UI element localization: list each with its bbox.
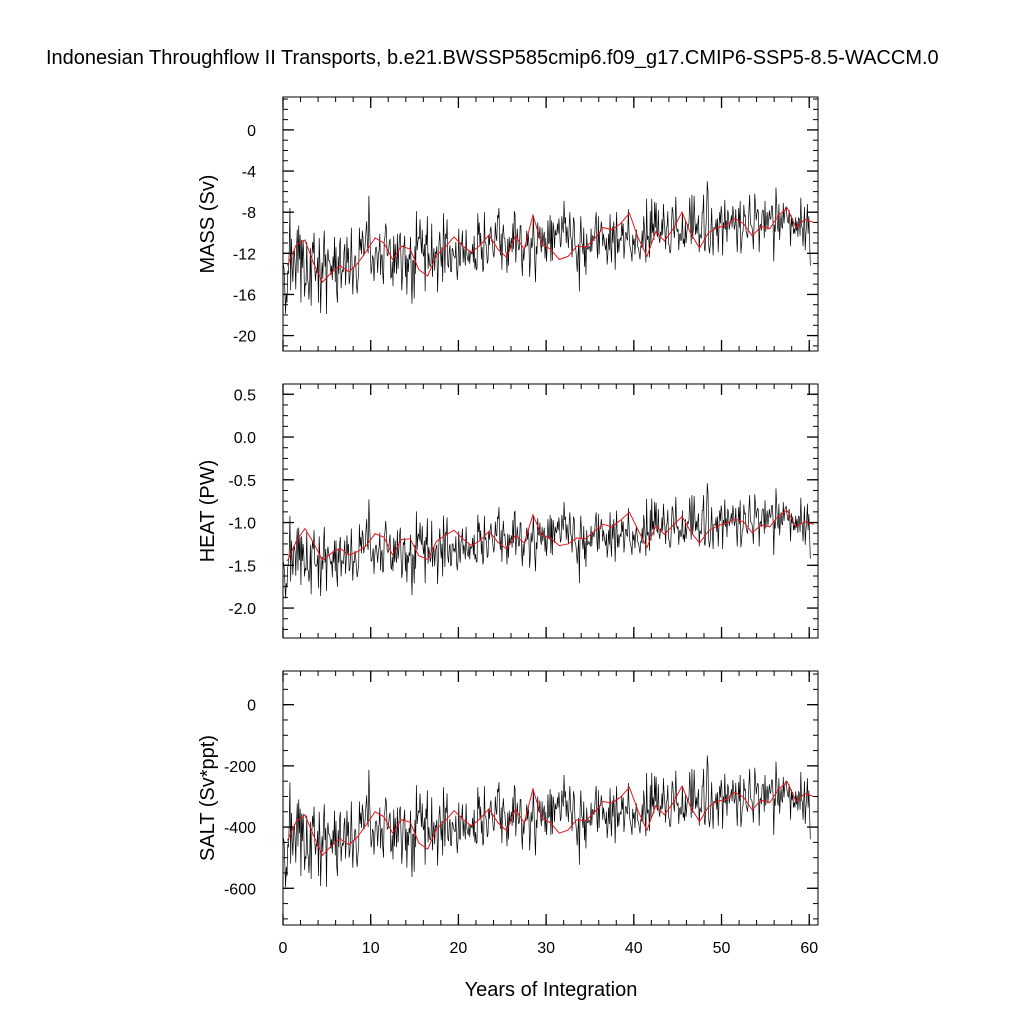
mass-y-tick-label: -12 xyxy=(233,246,256,263)
salt-monthly-series-line xyxy=(283,755,811,888)
x-tick-label: 60 xyxy=(800,940,818,957)
salt-y-tick-label: -400 xyxy=(224,820,256,837)
heat-y-tick-label: 0.5 xyxy=(234,387,256,404)
heat-y-axis-title: HEAT (PW) xyxy=(197,460,219,563)
heat-annual-series-line xyxy=(286,509,814,562)
mass-y-tick-label: -16 xyxy=(233,287,256,304)
heat-y-tick-label: 0.0 xyxy=(234,430,256,447)
x-tick-label: 20 xyxy=(450,940,468,957)
mass-y-tick-label: -20 xyxy=(233,329,256,346)
mass-y-tick-label: -4 xyxy=(242,164,256,181)
panel-salt: 0 10 20 30 40 50 60 0 -200 -400 -600 SALT (Sv*ppt) xyxy=(197,670,819,957)
mass-y-axis-title: MASS (Sv) xyxy=(197,175,219,274)
mass-plot-frame xyxy=(282,96,819,352)
chart-title: Indonesian Throughflow II Transports, b.… xyxy=(46,47,939,69)
heat-y-tick-label: -1.5 xyxy=(228,558,256,575)
mass-y-tick-label: -8 xyxy=(242,205,256,222)
heat-y-tick-label: -1.0 xyxy=(228,516,256,533)
panel-heat: 0.5 0.0 -0.5 -1.0 -1.5 -2.0 HEAT (PW) xyxy=(197,383,819,639)
salt-y-tick-label: -200 xyxy=(224,759,256,776)
x-tick-label: 50 xyxy=(713,940,731,957)
mass-monthly-series-line xyxy=(283,181,811,314)
x-axis-title: Years of Integration xyxy=(465,979,638,1001)
x-tick-label: 10 xyxy=(362,940,380,957)
salt-annual-series-line xyxy=(286,780,814,857)
salt-plot-frame xyxy=(282,670,819,926)
heat-y-tick-label: -2.0 xyxy=(228,601,256,618)
heat-plot-frame xyxy=(282,383,819,639)
mass-y-tick-label: 0 xyxy=(247,123,256,140)
heat-y-tick-label: -0.5 xyxy=(228,473,256,490)
salt-y-axis-title: SALT (Sv*ppt) xyxy=(197,735,219,861)
x-tick-label: 30 xyxy=(537,940,555,957)
salt-y-tick-label: -600 xyxy=(224,881,256,898)
mass-annual-series-line xyxy=(286,207,814,283)
salt-y-tick-label: 0 xyxy=(247,698,256,715)
panel-mass: 0 -4 -8 -12 -16 -20 MASS (Sv) xyxy=(197,96,819,352)
x-tick-label: 40 xyxy=(625,940,643,957)
x-tick-label: 0 xyxy=(279,940,288,957)
heat-monthly-series-line xyxy=(283,483,811,599)
